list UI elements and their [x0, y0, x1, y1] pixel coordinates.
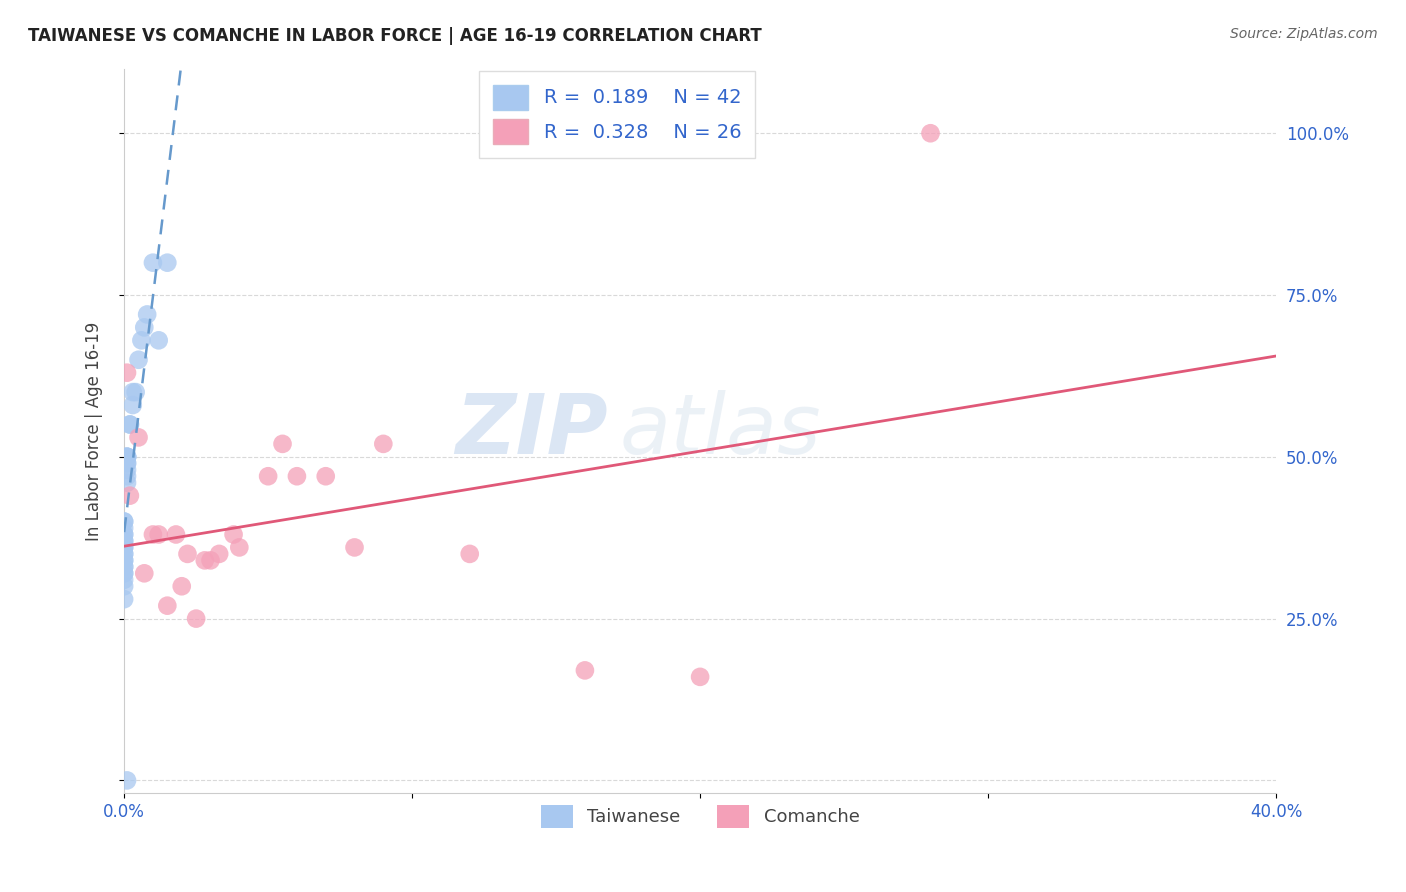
Point: [920, 126, 942, 140]
Point: [115, 456, 138, 470]
Point: [112, 547, 135, 561]
Text: Source: ZipAtlas.com: Source: ZipAtlas.com: [1230, 27, 1378, 41]
Point: [118, 489, 141, 503]
Point: [115, 463, 138, 477]
Point: [176, 547, 198, 561]
Point: [148, 334, 170, 348]
Text: atlas: atlas: [620, 391, 821, 472]
Point: [315, 469, 337, 483]
Point: [115, 450, 138, 464]
Point: [112, 533, 135, 548]
Text: ZIP: ZIP: [456, 391, 607, 472]
Point: [112, 541, 135, 555]
Point: [689, 670, 711, 684]
Point: [112, 547, 135, 561]
Point: [112, 553, 135, 567]
Point: [194, 553, 217, 567]
Point: [112, 566, 135, 581]
Point: [112, 527, 135, 541]
Point: [156, 599, 179, 613]
Point: [574, 664, 596, 678]
Point: [285, 469, 308, 483]
Point: [165, 527, 187, 541]
Y-axis label: In Labor Force | Age 16-19: In Labor Force | Age 16-19: [86, 321, 103, 541]
Point: [115, 469, 138, 483]
Point: [170, 579, 193, 593]
Point: [148, 527, 170, 541]
Point: [208, 547, 231, 561]
Point: [112, 559, 135, 574]
Point: [271, 437, 294, 451]
Point: [112, 566, 135, 581]
Point: [184, 612, 207, 626]
Point: [112, 573, 135, 587]
Point: [115, 450, 138, 464]
Point: [112, 541, 135, 555]
Point: [112, 579, 135, 593]
Point: [115, 450, 138, 464]
Point: [128, 430, 150, 444]
Point: [112, 592, 135, 607]
Point: [156, 255, 179, 269]
Point: [115, 456, 138, 470]
Point: [131, 334, 153, 348]
Point: [112, 515, 135, 529]
Point: [121, 398, 143, 412]
Point: [118, 417, 141, 432]
Point: [112, 515, 135, 529]
Legend: Taiwanese, Comanche: Taiwanese, Comanche: [533, 797, 868, 835]
Point: [458, 547, 481, 561]
Point: [142, 527, 165, 541]
Point: [115, 773, 138, 788]
Point: [115, 475, 138, 490]
Point: [200, 553, 222, 567]
Point: [124, 385, 146, 400]
Point: [222, 527, 245, 541]
Point: [228, 541, 250, 555]
Point: [121, 385, 143, 400]
Text: TAIWANESE VS COMANCHE IN LABOR FORCE | AGE 16-19 CORRELATION CHART: TAIWANESE VS COMANCHE IN LABOR FORCE | A…: [28, 27, 762, 45]
Point: [112, 559, 135, 574]
Point: [257, 469, 280, 483]
Point: [373, 437, 395, 451]
Point: [112, 521, 135, 535]
Point: [112, 527, 135, 541]
Point: [112, 533, 135, 548]
Point: [115, 366, 138, 380]
Point: [112, 553, 135, 567]
Point: [142, 255, 165, 269]
Point: [343, 541, 366, 555]
Point: [134, 566, 156, 581]
Point: [134, 320, 156, 334]
Point: [136, 308, 159, 322]
Point: [118, 417, 141, 432]
Point: [115, 450, 138, 464]
Point: [128, 352, 150, 367]
